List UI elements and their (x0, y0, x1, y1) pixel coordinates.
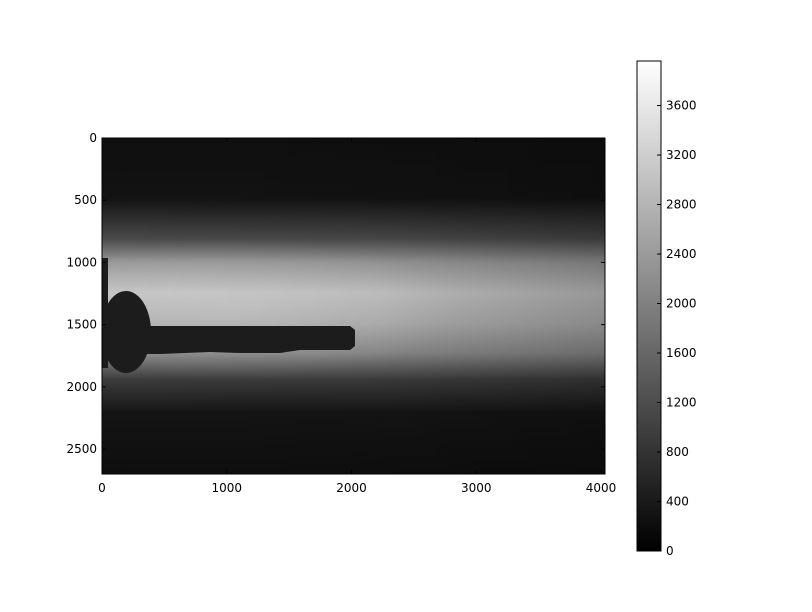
y-tick-label: 0 (89, 131, 97, 145)
y-tick-label: 2000 (66, 380, 97, 394)
colorbar-tick-label: 3600 (666, 99, 697, 113)
x-tick-label: 3000 (461, 481, 492, 495)
x-tick-label: 4000 (586, 481, 617, 495)
colorbar-tick-label: 800 (666, 445, 689, 459)
colorbar-tick-label: 400 (666, 495, 689, 509)
y-tick-label: 2500 (66, 442, 97, 456)
colorbar-axis: 0 400 800 1200 1600 2000 2400 2800 3200 3600 (657, 99, 697, 558)
y-tick-label: 1500 (66, 318, 97, 332)
x-tick-label: 0 (98, 481, 106, 495)
x-axis: 0 1000 2000 3000 4000 (98, 138, 616, 495)
x-tick-label: 1000 (211, 481, 242, 495)
colorbar-tick-label: 2800 (666, 198, 697, 212)
colorbar-tick-label: 0 (666, 544, 674, 558)
colorbar-tick-label: 2400 (666, 247, 697, 261)
colorbar-tick-label: 2000 (666, 297, 697, 311)
colorbar-tick-label: 3200 (666, 148, 697, 162)
colorbar-tick-label: 1200 (666, 396, 697, 410)
heatmap-image (102, 138, 605, 474)
colorbar (636, 60, 662, 552)
x-tick-label: 2000 (336, 481, 367, 495)
plot-frame (101, 137, 606, 475)
shadow-object (102, 258, 355, 373)
y-axis: 0 500 1000 1500 2000 2500 (66, 131, 605, 456)
colorbar-tick-label: 1600 (666, 346, 697, 360)
y-tick-label: 500 (74, 193, 97, 207)
y-tick-label: 1000 (66, 255, 97, 269)
